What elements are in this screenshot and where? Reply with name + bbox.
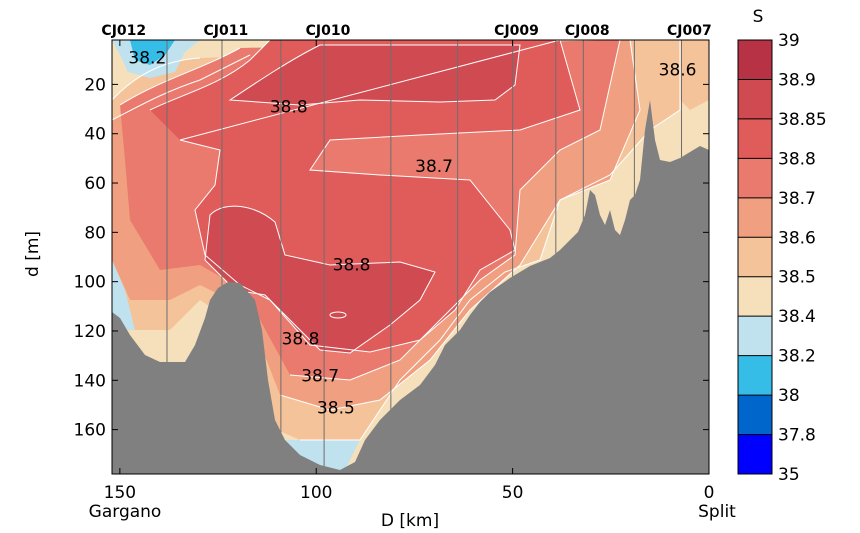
- colorbar-label-9: 38.85: [778, 110, 827, 130]
- band-38-2-left: [112, 260, 135, 330]
- colorbar-label-1: 37.8: [778, 426, 816, 446]
- x-left-endpoint-label: Gargano: [89, 502, 162, 522]
- colorbar-label-10: 38.9: [778, 70, 816, 90]
- contour-label-1: 38.8: [270, 98, 308, 118]
- colorbar-segment-0: [738, 434, 772, 474]
- x-tick-label-50: 50: [502, 483, 524, 503]
- colorbar-label-0: 35: [778, 465, 800, 485]
- contour-label-7: 38.6: [659, 61, 697, 81]
- colorbar-label-2: 38: [778, 386, 800, 406]
- colorbar-segment-6: [738, 197, 772, 238]
- colorbar-title: S: [753, 7, 764, 27]
- x-right-endpoint-label: Split: [698, 502, 736, 522]
- y-axis-label: d [m]: [23, 231, 43, 277]
- colorbar-segment-7: [738, 158, 772, 198]
- colorbar-segment-9: [738, 79, 772, 119]
- station-label-CJ010: CJ010: [306, 23, 351, 39]
- y-tick-label-140: 140: [74, 371, 106, 391]
- y-tick-label-20: 20: [84, 75, 106, 95]
- contour-line-small-loop: [329, 311, 347, 319]
- colorbar-label-6: 38.6: [778, 228, 816, 248]
- station-label-CJ012: CJ012: [101, 23, 146, 39]
- contour-line-38-4: [112, 40, 681, 441]
- y-tick-label-80: 80: [84, 223, 106, 243]
- colorbar-segment-3: [738, 316, 772, 356]
- band-38-6-right: [680, 40, 709, 110]
- colorbar-segment-10: [738, 40, 772, 80]
- colorbar-label-4: 38.4: [778, 307, 816, 327]
- colorbar-label-8: 38.8: [778, 149, 816, 169]
- colorbar-segment-5: [738, 237, 772, 277]
- contour-label-5: 38.7: [301, 366, 339, 386]
- x-axis-label: D [km]: [381, 511, 439, 531]
- contour-label-4: 38.8: [282, 329, 320, 349]
- colorbar-segment-2: [738, 355, 772, 396]
- colorbar-label-3: 38.2: [778, 347, 816, 367]
- band-38-top: [130, 40, 175, 65]
- contour-label-2: 38.7: [415, 157, 453, 177]
- x-tick-label-100: 100: [300, 483, 332, 503]
- contour-labels: 38.2 38.8 38.7 38.8 38.8 38.7 38.5 38.6: [128, 48, 696, 418]
- contour-label-6: 38.5: [317, 398, 355, 418]
- x-tick-label-0: 0: [704, 483, 715, 503]
- y-tick-label-120: 120: [74, 322, 106, 342]
- y-axis: 20 40 60 80 100 120 140 160: [74, 75, 709, 441]
- y-tick-label-60: 60: [84, 174, 106, 194]
- colorbar-label-5: 38.5: [778, 268, 816, 288]
- contour-line-38-6: [119, 40, 621, 381]
- y-tick-label-160: 160: [74, 421, 106, 441]
- y-tick-label-40: 40: [84, 125, 106, 145]
- colorbar: 35 37.8 38 38.2 38.4 38.5 38.6 38.7 38.8 38.85 38.…: [737, 31, 827, 485]
- x-tick-label-150: 150: [104, 483, 136, 503]
- contour-label-0: 38.2: [128, 48, 166, 68]
- colorbar-label-11: 39: [778, 31, 800, 51]
- contour-field: [112, 40, 709, 474]
- station-label-CJ009: CJ009: [494, 23, 539, 39]
- colorbar-label-7: 38.7: [778, 189, 816, 209]
- contour-line-38-8-upper: [228, 44, 521, 106]
- station-label-CJ008: CJ008: [565, 23, 610, 39]
- station-label-CJ007: CJ007: [667, 23, 712, 39]
- band-38-9-upper: [230, 45, 520, 105]
- colorbar-segment-4: [738, 276, 772, 317]
- x-axis: 150 100 50 0: [104, 40, 715, 503]
- contour-label-3: 38.8: [333, 255, 371, 275]
- contour-line-38-8-lower: [204, 205, 436, 354]
- band-38-9-lower: [205, 206, 435, 353]
- station-label-CJ011: CJ011: [204, 23, 249, 39]
- contour-line-38-7: [149, 40, 581, 353]
- plot-frame: [111, 39, 710, 475]
- colorbar-segment-8: [738, 118, 772, 159]
- colorbar-segment-1: [738, 395, 772, 435]
- y-tick-label-100: 100: [74, 273, 106, 293]
- contour-line-38-5: [112, 40, 641, 411]
- bathymetry: [112, 100, 709, 474]
- station-labels: CJ012 CJ011 CJ010 CJ009 CJ008 CJ007: [101, 23, 711, 39]
